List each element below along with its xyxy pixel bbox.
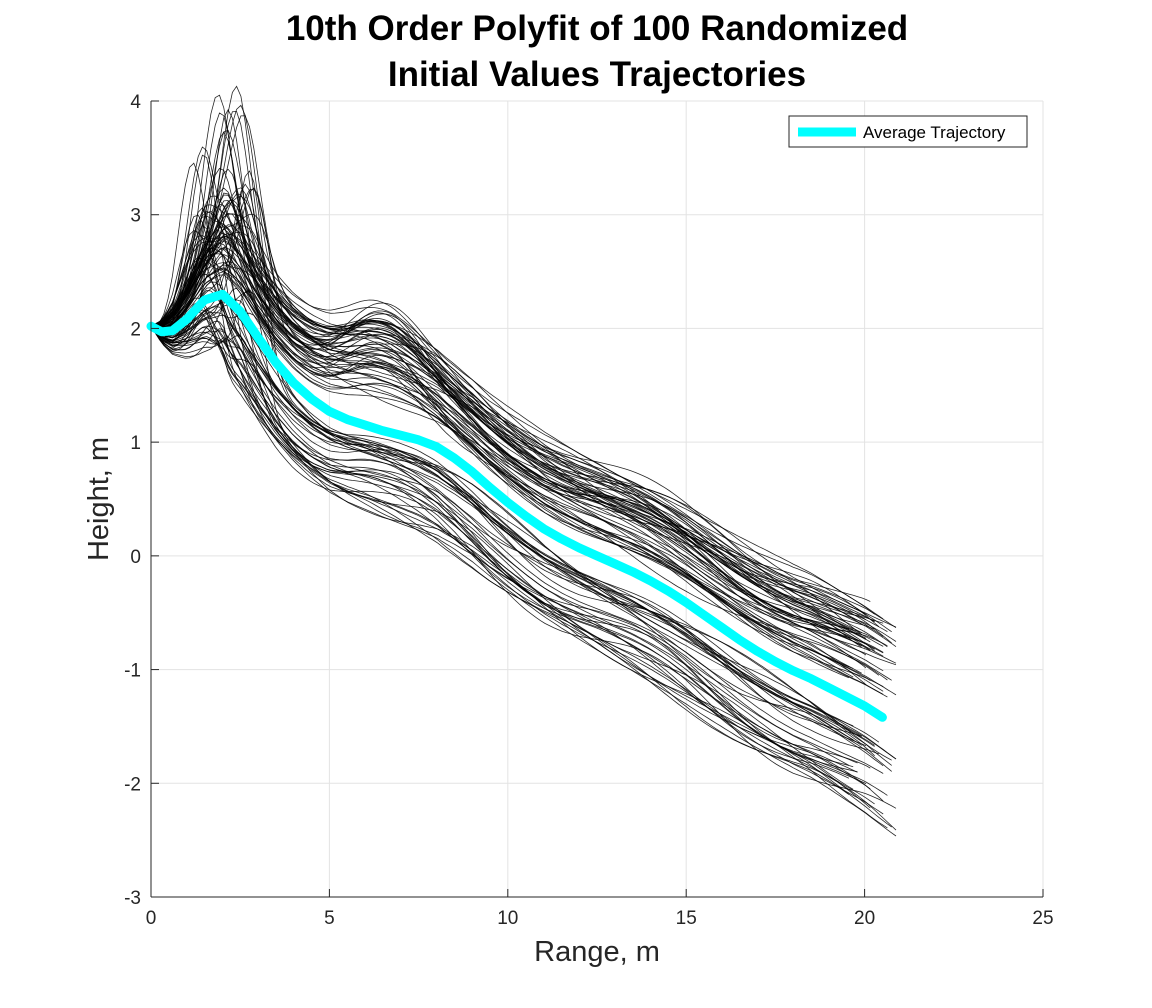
y-tick-label: -3 xyxy=(124,888,141,909)
y-axis-label: Height, m xyxy=(83,437,115,561)
trajectory-line xyxy=(150,311,850,779)
average-trajectory-line xyxy=(146,289,887,722)
legend-label-average: Average Trajectory xyxy=(863,123,1006,142)
y-tick-label: 1 xyxy=(130,433,141,454)
trajectory-line xyxy=(150,207,897,809)
y-tick-label: 2 xyxy=(130,319,141,340)
trajectory-line xyxy=(150,200,867,621)
trajectory-line xyxy=(150,320,875,805)
x-tick-label: 20 xyxy=(854,908,875,929)
trajectory-line xyxy=(150,312,880,755)
trajectory-line xyxy=(150,213,884,620)
trajectory-line xyxy=(150,211,862,633)
trajectory-line xyxy=(150,289,888,796)
trajectory-line xyxy=(150,237,849,630)
trajectory-line xyxy=(150,281,854,741)
trajectory-line xyxy=(150,306,884,774)
trajectory-line xyxy=(150,325,858,773)
trajectory-line xyxy=(150,262,892,681)
trajectory-line xyxy=(150,274,884,687)
y-tick-label: -1 xyxy=(124,661,141,682)
trajectory-line xyxy=(150,257,888,698)
trajectory-line xyxy=(150,253,884,653)
trajectory-line xyxy=(150,325,858,773)
trajectory-line xyxy=(150,203,897,664)
trajectory-line xyxy=(150,254,854,678)
x-tick-label: 10 xyxy=(497,908,518,929)
axes-box xyxy=(150,101,1043,898)
trajectory-line xyxy=(150,112,858,641)
trajectory-line xyxy=(150,230,880,676)
x-axis-label: Range, m xyxy=(534,936,660,968)
y-tick-label: 4 xyxy=(130,92,141,113)
trajectory-line xyxy=(150,188,871,651)
average-trajectory-group xyxy=(146,289,887,722)
trajectory-lines xyxy=(150,85,897,837)
trajectory-line xyxy=(150,268,867,656)
x-tick-label: 25 xyxy=(1032,908,1053,929)
trajectory-line xyxy=(150,325,888,829)
trajectory-line xyxy=(150,115,897,628)
y-axis-ticks: -3 -2 -1 0 1 2 3 4 xyxy=(124,92,159,909)
trajectory-line xyxy=(150,131,888,647)
trajectory-line xyxy=(150,250,884,767)
trajectory-line xyxy=(150,214,875,747)
trajectory-line xyxy=(150,187,892,633)
legend: Average Trajectory xyxy=(788,115,1028,148)
trajectory-line xyxy=(150,225,862,746)
y-tick-label: 0 xyxy=(130,547,141,568)
trajectory-line xyxy=(150,291,892,761)
trajectory-line xyxy=(150,325,875,757)
trajectory-line xyxy=(150,287,858,764)
x-tick-label: 0 xyxy=(146,908,157,929)
trajectory-line xyxy=(150,104,871,602)
chart-title-line-1: 10th Order Polyfit of 100 Randomized xyxy=(286,9,908,48)
trajectory-line xyxy=(150,247,871,681)
x-tick-label: 5 xyxy=(324,908,335,929)
trajectory-line xyxy=(150,231,862,648)
chart-title-line-2: Initial Values Trajectories xyxy=(388,55,806,94)
x-axis-ticks: 0 5 10 15 20 25 xyxy=(146,889,1054,929)
trajectory-line xyxy=(150,183,854,727)
trajectory-line xyxy=(150,318,897,831)
plot-area: 0 5 10 15 20 25 -3 -2 -1 0 1 2 3 4 xyxy=(124,85,1054,929)
x-tick-label: 15 xyxy=(676,908,697,929)
trajectory-line xyxy=(150,146,862,647)
y-tick-label: -2 xyxy=(124,774,141,795)
trajectory-line xyxy=(150,162,880,743)
trajectory-line xyxy=(150,187,880,628)
trajectory-line xyxy=(150,167,884,647)
trajectory-line xyxy=(150,240,867,615)
y-tick-label: 3 xyxy=(130,206,141,227)
